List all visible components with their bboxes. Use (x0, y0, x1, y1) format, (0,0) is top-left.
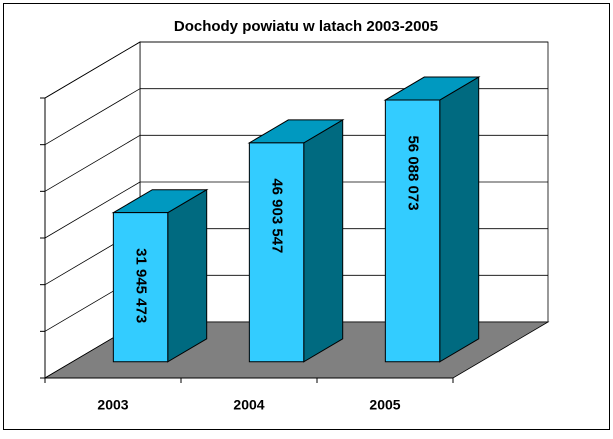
bar (248, 142, 305, 363)
grid-line (44, 41, 141, 99)
grid-line (44, 181, 141, 239)
x-tick-label: 2004 (233, 397, 264, 413)
bar (384, 99, 441, 363)
grid-line (44, 134, 141, 192)
chart-title: Dochody powiatu w latach 2003-2005 (174, 18, 438, 35)
grid-line (44, 88, 141, 146)
x-tick-label: 2003 (97, 397, 128, 413)
data-label: 31 945 473 (133, 248, 150, 323)
data-label: 56 088 073 (405, 135, 422, 210)
bar-side (167, 188, 208, 363)
bar-side (439, 76, 480, 363)
bar-side (303, 119, 344, 363)
data-label: 46 903 547 (269, 178, 286, 253)
x-tick-label: 2005 (369, 397, 400, 413)
bar (112, 212, 169, 363)
